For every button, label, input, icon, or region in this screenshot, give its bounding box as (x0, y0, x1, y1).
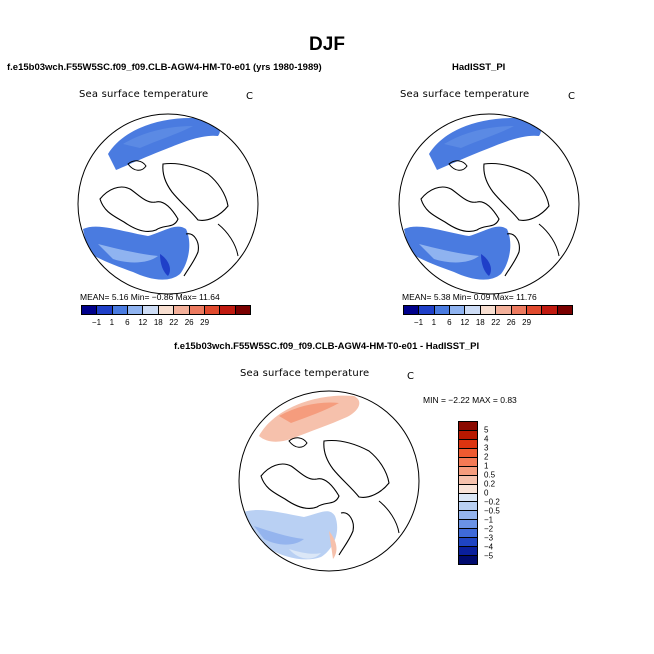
diff-colorbar-tick-label: −5 (484, 551, 494, 561)
diff-colorbar-tick-label: 0.2 (484, 479, 496, 489)
left-colorbar-tick-label: 6 (125, 318, 130, 327)
diff-colorbar-swatch (459, 466, 477, 476)
left-panel-subtitle: f.e15b03wch.F55W5SC.f09_f09.CLB-AGW4-HM-… (7, 62, 322, 73)
right-colorbar-tick-label: −1 (413, 318, 424, 327)
left-colorbar-swatch (82, 306, 98, 314)
diff-panel-subtitle: f.e15b03wch.F55W5SC.f09_f09.CLB-AGW4-HM-… (174, 341, 480, 352)
left-colorbar-tick-label: 26 (184, 318, 194, 327)
diff-colorbar-tick-label: 3 (484, 443, 489, 453)
diff-colorbar-tick-label: −3 (484, 533, 494, 543)
left-pacific-sst (108, 118, 220, 170)
left-colorbar (81, 305, 251, 315)
left-polar-map (77, 113, 259, 295)
left-colorbar-swatch (143, 306, 159, 314)
left-colorbar-tick-label: 12 (138, 318, 148, 327)
right-colorbar-swatch (526, 306, 543, 314)
left-colorbar-ticks: −1 1 6 12 18 22 26 29 (81, 318, 251, 328)
diff-colorbar-tick-label: −0.2 (484, 497, 500, 507)
diff-colorbar-swatch (459, 457, 477, 467)
diff-colorbar-swatch (459, 556, 477, 564)
diff-colorbar-swatch (459, 538, 477, 548)
right-polar-map (398, 113, 580, 295)
right-colorbar-tick-label: 29 (522, 318, 532, 327)
diff-colorbar-tick-label: −2 (484, 524, 494, 534)
diff-panel-units: C (407, 371, 415, 382)
right-colorbar-tick-label: 12 (460, 318, 470, 327)
diff-colorbar-tick-label: −0.5 (484, 506, 500, 516)
right-colorbar-swatch (434, 306, 451, 314)
left-colorbar-swatch (97, 306, 113, 314)
diff-colorbar-tick-label: −4 (484, 542, 494, 552)
right-colorbar-swatch (496, 306, 512, 314)
diff-colorbar-tick-label: 1 (484, 461, 489, 471)
diff-colorbar-ticks: 5 4 3 2 1 0.5 0.2 0 −0.2 −0.5 −1 −2 −3 −4 −5 (484, 421, 514, 565)
left-colorbar-swatch (158, 306, 175, 314)
right-colorbar-swatch (465, 306, 481, 314)
diff-colorbar-tick-label: 0.5 (484, 470, 496, 480)
right-colorbar-tick-label: 22 (491, 318, 501, 327)
left-panel-units: C (246, 91, 254, 102)
diff-colorbar-swatch (459, 520, 477, 530)
left-colorbar-tick-label: 1 (109, 318, 115, 327)
diff-polar-map (238, 390, 420, 572)
right-panel-subtitle: HadISST_PI (452, 62, 506, 73)
right-colorbar-swatch (480, 306, 497, 314)
right-colorbar-tick-label: 18 (475, 318, 485, 327)
diff-panel-variable: Sea surface temperature (240, 368, 370, 379)
right-colorbar-swatch (404, 306, 420, 314)
right-colorbar-ticks: −1 1 6 12 18 22 26 29 (403, 318, 573, 328)
right-pacific-sst (429, 118, 541, 170)
left-panel-stats: MEAN= 5.16 Min= −0.86 Max= 11.64 (80, 292, 220, 302)
diff-colorbar-swatch (459, 493, 477, 503)
left-colorbar-swatch (189, 306, 205, 314)
right-panel-variable: Sea surface temperature (400, 89, 530, 100)
diff-colorbar-swatch (459, 511, 477, 521)
diff-pacific-anomaly (259, 395, 360, 442)
right-colorbar-swatch (557, 306, 572, 314)
page-title: DJF (309, 34, 345, 55)
right-colorbar-tick-label: 1 (431, 318, 437, 327)
left-colorbar-swatch (220, 306, 236, 314)
left-colorbar-swatch (128, 306, 144, 314)
diff-colorbar-swatch (459, 422, 477, 431)
diff-colorbar-tick-label: 0 (484, 488, 489, 498)
left-colorbar-swatch (112, 306, 129, 314)
diff-colorbar-swatch (459, 547, 477, 557)
diff-colorbar-tick-label: 4 (484, 434, 489, 444)
right-colorbar (403, 305, 573, 315)
diff-colorbar-swatch (459, 529, 477, 539)
left-colorbar-swatch (204, 306, 221, 314)
diff-colorbar-swatch (459, 475, 477, 485)
diff-colorbar-tick-label: 2 (484, 452, 489, 462)
diff-colorbar-swatch (459, 448, 477, 458)
right-colorbar-swatch (542, 306, 558, 314)
left-colorbar-tick-label: 18 (153, 318, 163, 327)
diff-atlantic-anomaly (241, 510, 338, 560)
diff-colorbar-tick-label: 5 (484, 425, 489, 435)
left-colorbar-tick-label: −1 (91, 318, 102, 327)
right-panel-stats: MEAN= 5.38 Min= 0.09 Max= 11.76 (402, 292, 537, 302)
diff-colorbar-swatch (459, 430, 477, 440)
left-panel-variable: Sea surface temperature (79, 89, 209, 100)
left-colorbar-tick-label: 22 (169, 318, 179, 327)
right-colorbar-tick-label: 6 (447, 318, 452, 327)
diff-colorbar-tick-label: −1 (484, 515, 494, 525)
left-colorbar-tick-label: 29 (200, 318, 210, 327)
diff-colorbar-swatch (459, 484, 477, 494)
right-panel-units: C (568, 91, 576, 102)
diff-panel-stats: MIN = −2.22 MAX = 0.83 (423, 395, 517, 405)
diff-colorbar-swatch (459, 502, 477, 512)
right-colorbar-tick-label: 26 (506, 318, 516, 327)
diff-colorbar-swatch (459, 439, 477, 449)
left-colorbar-swatch (174, 306, 190, 314)
diff-colorbar (458, 421, 478, 565)
right-colorbar-swatch (450, 306, 466, 314)
left-colorbar-swatch (235, 306, 250, 314)
right-colorbar-swatch (419, 306, 435, 314)
right-colorbar-swatch (511, 306, 527, 314)
